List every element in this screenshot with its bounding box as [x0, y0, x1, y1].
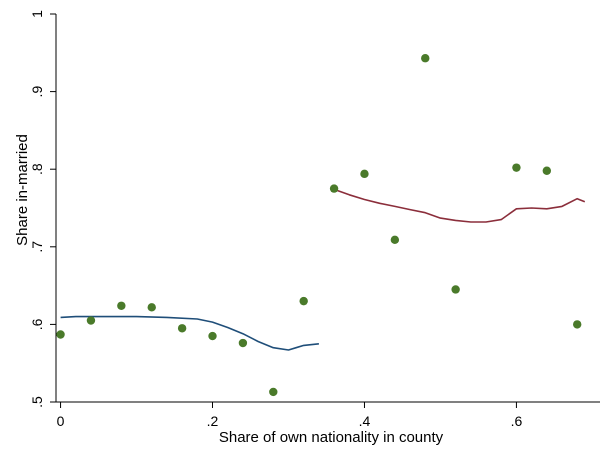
- y-axis-title: Share in-married: [14, 134, 31, 246]
- scatter-point: [573, 320, 582, 329]
- scatter-point: [56, 330, 65, 339]
- x-tick-label: 0: [57, 413, 65, 429]
- scatter-point: [360, 169, 369, 179]
- scatter-point: [117, 301, 126, 310]
- x-tick-label: .2: [207, 413, 219, 429]
- scatter-point: [238, 338, 248, 348]
- x-tick-label: .4: [359, 413, 371, 429]
- scatter-point: [147, 303, 156, 312]
- scatter-point: [299, 296, 308, 306]
- scatter-point: [329, 184, 339, 193]
- y-tick-label: .8: [29, 163, 45, 175]
- y-tick-label: 1: [29, 10, 45, 18]
- scatter-point: [86, 316, 96, 325]
- y-tick-label: .5: [29, 396, 45, 408]
- x-tick-label: .6: [511, 413, 523, 429]
- scatter-point: [208, 331, 217, 341]
- scatter-point: [512, 163, 521, 172]
- y-tick-label: .9: [29, 86, 45, 98]
- scatter-point: [451, 285, 460, 294]
- y-tick-label: .6: [29, 318, 45, 330]
- y-tick-label: .7: [29, 241, 45, 253]
- scatter-point: [421, 54, 430, 63]
- fit-line: [60, 315, 319, 351]
- scatter-point: [269, 387, 278, 397]
- x-axis-ticks: 0 .2 .4 .6: [57, 402, 523, 429]
- scatter-point: [177, 324, 187, 333]
- scatter-point: [542, 166, 552, 175]
- x-axis-title: Share of own nationality in county: [219, 429, 444, 446]
- data-points: [56, 54, 582, 397]
- fit-lines: [60, 188, 586, 351]
- y-axis-ticks: .5 .6 .7 .8 .9 1: [29, 10, 56, 408]
- fit-line: [333, 188, 586, 223]
- scatter-point: [390, 235, 400, 245]
